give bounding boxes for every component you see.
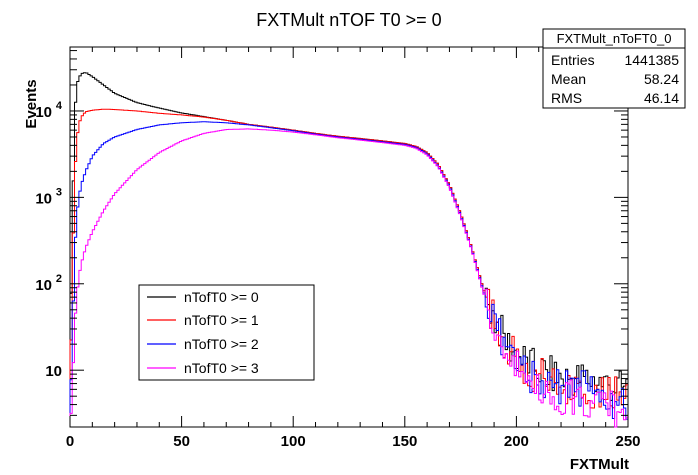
stats-entries-label: Entries bbox=[551, 52, 595, 68]
axis-layer: 0 50 100 150 200 250 10 10 2 10 3 10 4 bbox=[35, 47, 641, 450]
chart-title: FXTMult nTOF T0 >= 0 bbox=[256, 10, 441, 30]
y-tick-exponent: 4 bbox=[56, 100, 63, 112]
plot-frame bbox=[69, 46, 629, 428]
y-tick-label: 10 bbox=[35, 190, 52, 207]
y-tick-exponent: 2 bbox=[56, 273, 62, 285]
legend-label-2: nTofT0 >= 2 bbox=[184, 336, 259, 352]
stats-rms-label: RMS bbox=[551, 90, 582, 106]
y-tick-label: 10 bbox=[45, 363, 62, 380]
x-tick-label: 50 bbox=[173, 433, 190, 450]
x-tick-label: 200 bbox=[504, 433, 529, 450]
stats-mean-value: 58.24 bbox=[644, 71, 679, 87]
series-line-2 bbox=[69, 121, 628, 427]
x-tick-label: 0 bbox=[66, 433, 74, 450]
stats-box: FXTMult_nToFT0_0 Entries 1441385 Mean 58… bbox=[542, 28, 686, 109]
stats-box-frame bbox=[542, 28, 686, 109]
stats-mean-label: Mean bbox=[551, 71, 586, 87]
series-layer bbox=[69, 72, 628, 428]
legend-frame bbox=[138, 284, 315, 381]
legend-label-1: nTofT0 >= 1 bbox=[184, 312, 259, 328]
y-tick-label: 10 bbox=[35, 104, 52, 121]
legend: nTofT0 >= 0 nTofT0 >= 1 nTofT0 >= 2 nTof… bbox=[138, 284, 315, 381]
x-tick-label: 100 bbox=[281, 433, 306, 450]
x-tick-label: 250 bbox=[615, 433, 640, 450]
y-axis-label: Events bbox=[23, 79, 40, 128]
series-line-3 bbox=[69, 128, 628, 428]
y-tick-label: 10 bbox=[35, 277, 52, 294]
y-tick-exponent: 3 bbox=[56, 186, 62, 198]
stats-entries-value: 1441385 bbox=[624, 52, 679, 68]
legend-label-0: nTofT0 >= 0 bbox=[184, 289, 259, 305]
x-axis-label: FXTMult bbox=[570, 456, 629, 473]
stats-box-name: FXTMult_nToFT0_0 bbox=[557, 31, 672, 46]
stats-rms-value: 46.14 bbox=[644, 90, 679, 106]
x-tick-label: 150 bbox=[392, 433, 417, 450]
legend-label-3: nTofT0 >= 3 bbox=[184, 360, 259, 376]
